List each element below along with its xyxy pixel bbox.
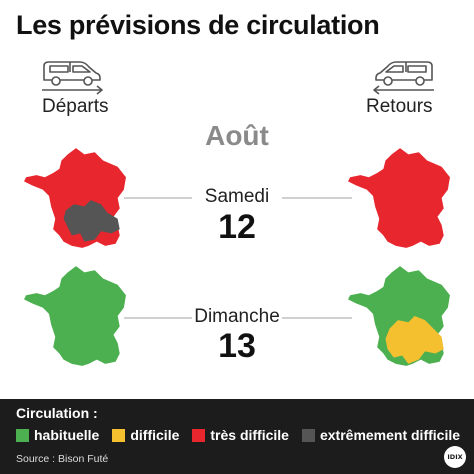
source-text: Source : Bison Futé [16,453,109,465]
legend-swatch [301,428,315,442]
car-arrow-right-icon [42,61,103,95]
legend-swatch [112,428,126,442]
day-name-samedi: Samedi [204,186,270,207]
zone-difficult [385,316,444,364]
legend-item-tres-difficile: très difficile [192,427,289,443]
legend-item-habituelle: habituelle [16,427,99,443]
legend-item-extremement-difficile: extrêmement difficile [301,427,460,443]
legend-swatch [192,428,206,442]
day-number-samedi: 12 [218,208,256,246]
legend-item-difficile: difficile [112,427,179,443]
month-label: Août [205,120,269,151]
retours-label: Retours [366,96,433,117]
page-title: Les prévisions de circulation [16,10,380,40]
legend: Circulation : habituelle difficile très … [0,399,474,474]
day-name-dimanche: Dimanche [194,306,280,327]
car-arrow-left-icon [373,61,434,95]
connector-lines [124,197,352,319]
legend-swatch [16,428,29,442]
map-dimanche-retours [348,266,450,366]
legend-items: habituelle difficile très difficile extr… [16,427,473,443]
legend-title: Circulation : [16,405,98,421]
idix-logo: IDIX [444,446,466,468]
departs-label: Départs [42,96,109,117]
day-number-dimanche: 13 [218,327,256,365]
map-samedi-departs [24,148,126,248]
